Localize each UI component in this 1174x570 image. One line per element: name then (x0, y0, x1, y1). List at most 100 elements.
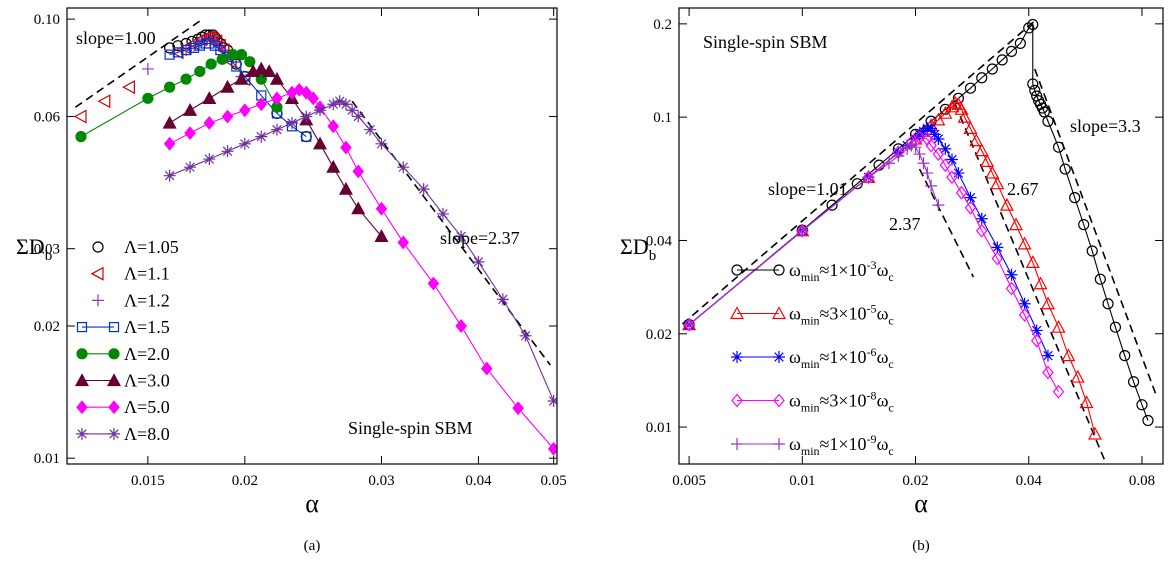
legend-marker (731, 264, 743, 276)
data-point (946, 170, 958, 185)
data-point (1023, 22, 1035, 34)
data-point (307, 91, 320, 106)
data-point (375, 137, 388, 150)
panel-b-y-axis-label: ΣDb (620, 234, 656, 264)
data-point (928, 128, 941, 141)
x-tick-label: 0.005 (672, 473, 706, 489)
panel-b: 0.005 0.01 0.02 0.04 0.080.010.020.040.10.2 … (620, 7, 1164, 554)
data-point (301, 131, 312, 142)
data-point (980, 154, 995, 167)
legend-label: ωmin≈1×10-9ωc (789, 432, 894, 458)
data-point (955, 185, 968, 200)
panel-a-annotation-slope-low: slope=1.00 (76, 28, 156, 48)
legend-item: Λ=1.1 (90, 264, 170, 284)
data-point (925, 138, 937, 153)
data-point (991, 241, 1004, 254)
data-point (945, 153, 958, 166)
data-point (547, 394, 557, 407)
data-point (892, 149, 905, 162)
y-tick-label: 0.1 (653, 110, 672, 126)
data-point (932, 133, 945, 146)
data-point (1142, 414, 1154, 427)
data-point (339, 98, 352, 111)
data-point (221, 109, 234, 124)
data-point (455, 319, 467, 333)
panel-b-x-axis-label: α (914, 489, 928, 518)
data-point (913, 128, 926, 141)
legend-marker (90, 266, 104, 281)
data-point (938, 105, 953, 119)
data-point (975, 223, 988, 238)
data-point (235, 49, 248, 61)
data-point (862, 171, 875, 184)
series-3-0 (162, 61, 389, 242)
legend-marker (773, 438, 785, 450)
y-tick-label: 0.02 (34, 319, 60, 335)
data-point (985, 165, 1000, 179)
data-point (480, 361, 493, 376)
data-point (205, 58, 217, 70)
data-point (939, 142, 952, 155)
data-point (238, 137, 251, 150)
panel-b-annotation-slope-mid: 2.67 (1007, 179, 1039, 199)
data-point (1040, 296, 1055, 310)
data-point (164, 81, 176, 93)
data-point (913, 148, 926, 161)
data-point (300, 110, 313, 123)
legend-marker (108, 322, 120, 333)
data-point (455, 230, 468, 243)
data-point (333, 95, 346, 108)
y-tick-label: 0.04 (646, 233, 673, 249)
data-point (351, 201, 366, 215)
legend-item: Λ=1.2 (92, 290, 170, 310)
legend-marker (76, 348, 88, 360)
legend-marker (773, 393, 785, 408)
data-point (826, 199, 838, 211)
data-point (954, 102, 969, 115)
legend-item: ωmin≈3×10-8ωc (731, 389, 894, 415)
data-point (172, 47, 184, 58)
series-min-1-10-6-c (683, 122, 1054, 362)
legend-marker (731, 351, 743, 363)
data-point (326, 159, 341, 173)
data-point (97, 94, 111, 109)
data-point (1030, 324, 1043, 337)
panel-b-frame (678, 7, 1164, 465)
y-tick-label: 0.03 (34, 242, 60, 258)
data-point (996, 54, 1008, 66)
legend-marker (76, 400, 88, 415)
data-point (512, 401, 524, 416)
data-point (163, 169, 176, 182)
data-point (496, 293, 509, 306)
legend-marker (74, 373, 90, 387)
legend-label: Λ=3.0 (124, 371, 170, 391)
legend-item: ωmin≈1×10-6ωc (731, 345, 894, 371)
data-point (417, 183, 430, 196)
series-line (169, 89, 555, 450)
data-point (1005, 281, 1018, 296)
data-point (203, 153, 216, 166)
guide-line-2 (1034, 68, 1157, 395)
panel-b-ticks: 0.005 0.01 0.02 0.04 0.08 0.01 0.02 0.04 0.1 0.2 (646, 8, 1163, 489)
data-point (1027, 18, 1039, 31)
series-8-0 (163, 95, 557, 407)
data-point (939, 103, 951, 115)
panel-b-guide-lines (681, 18, 1157, 463)
data-point (244, 56, 256, 68)
panel-a-caption: (a) (304, 538, 321, 554)
panel-a-legend: Λ=1.05 Λ=1.1 Λ=1.2 Λ=1.5 Λ=2.0 Λ=3.0 Λ=5.0 Λ=8.… (74, 237, 179, 444)
data-point (931, 112, 946, 126)
legend-item: Λ=8.0 (76, 424, 170, 444)
data-point (921, 167, 934, 180)
data-point (184, 126, 196, 141)
panel-b-annotation-slope-left: 2.37 (889, 214, 921, 234)
data-point (1017, 236, 1032, 250)
data-point (194, 65, 206, 78)
data-point (932, 199, 945, 212)
y-tick-label: 0.10 (34, 12, 60, 28)
legend-marker (108, 427, 120, 440)
legend-item: ωmin≈3×10-5ωc (729, 302, 894, 328)
legend-label: ωmin≈3×10-5ωc (789, 302, 894, 328)
series-line (688, 102, 1096, 435)
legend-label: Λ=2.0 (124, 344, 170, 364)
